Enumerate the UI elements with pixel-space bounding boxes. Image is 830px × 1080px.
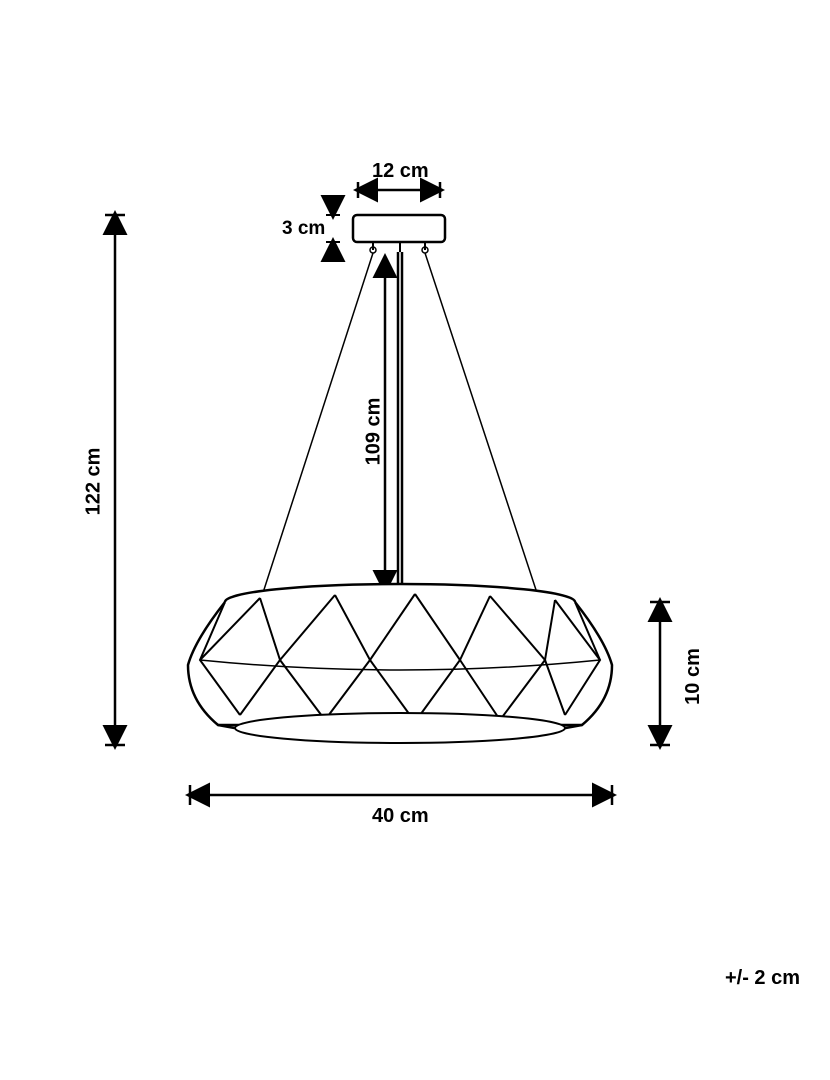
total-height-label: 122 cm bbox=[82, 448, 105, 516]
dimension-diagram: 122 cm 12 cm 3 cm 109 cm 10 cm 40 cm +/-… bbox=[0, 0, 830, 1080]
shade-height-label: 10 cm bbox=[682, 648, 705, 705]
canopy-width-label: 12 cm bbox=[372, 160, 429, 183]
canopy-height-label: 3 cm bbox=[282, 218, 325, 240]
canopy bbox=[353, 215, 445, 242]
cable-left bbox=[260, 253, 373, 602]
cable-right bbox=[425, 253, 540, 602]
cable-length-label: 109 cm bbox=[362, 398, 385, 466]
shade-width-label: 40 cm bbox=[372, 805, 429, 828]
tolerance-label: +/- 2 cm bbox=[725, 967, 800, 990]
lamp-shade bbox=[188, 584, 612, 743]
